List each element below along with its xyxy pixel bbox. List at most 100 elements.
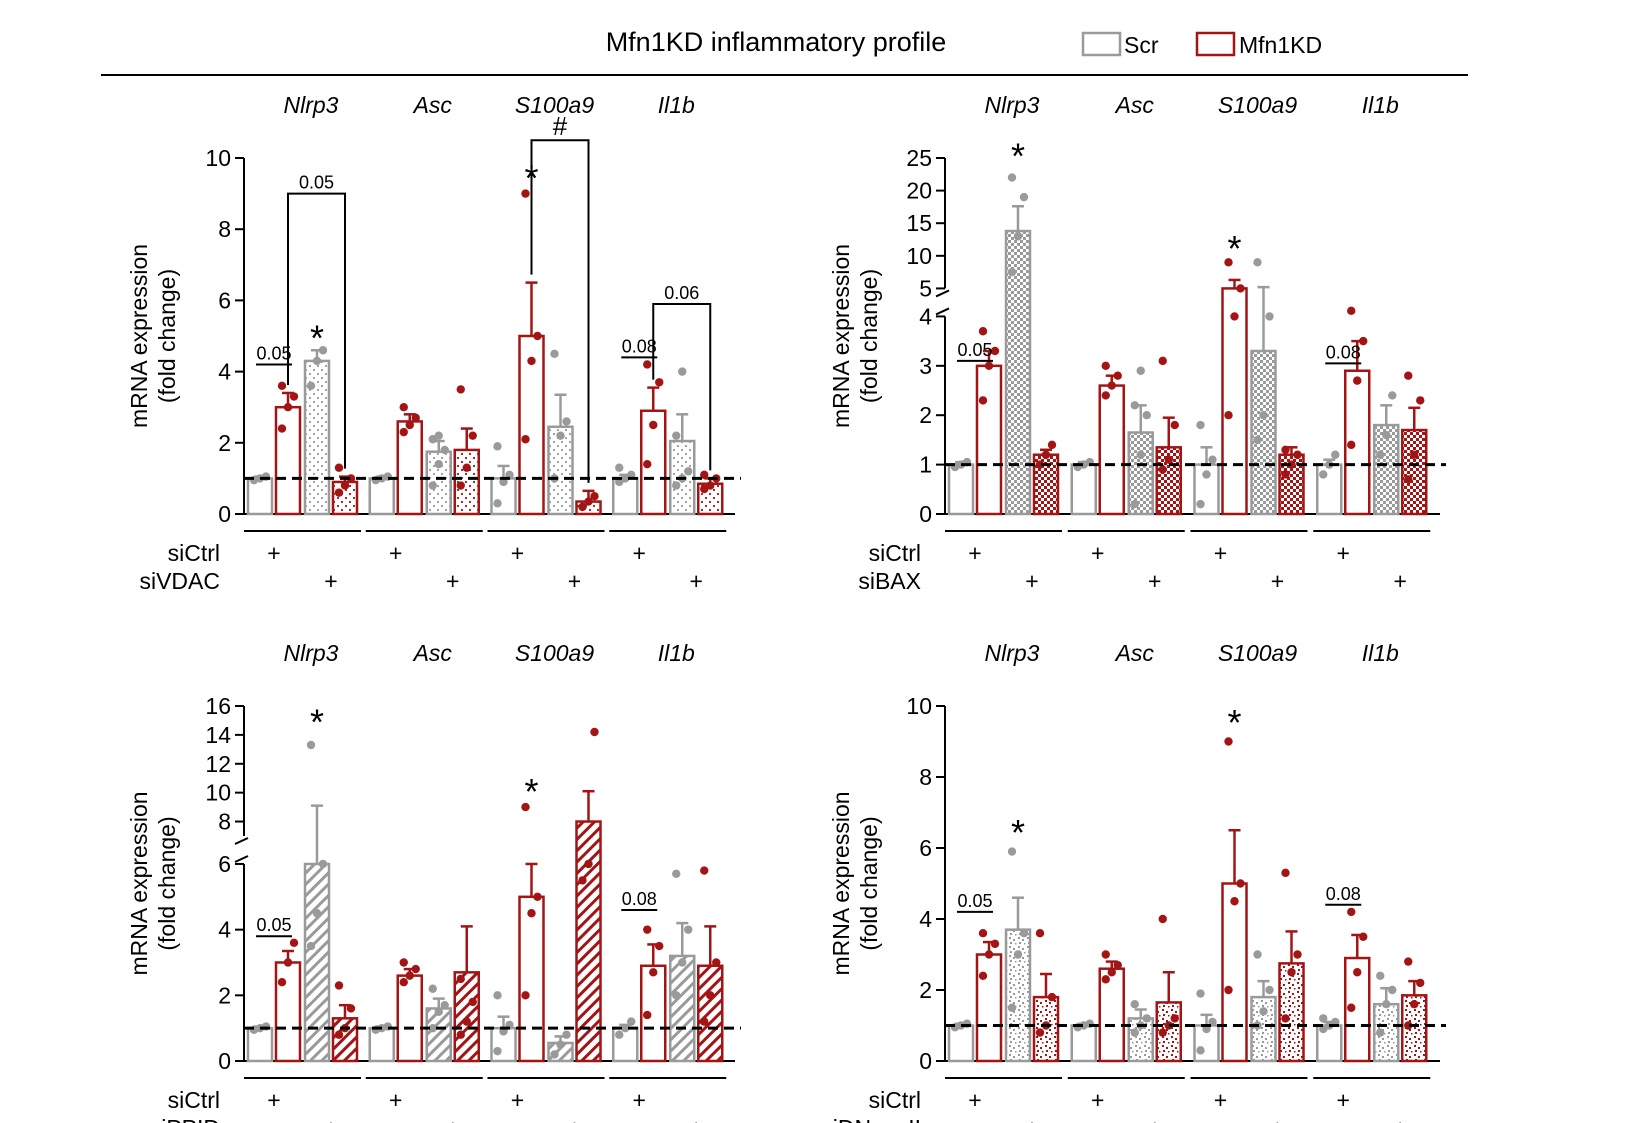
- data-point: [590, 492, 599, 501]
- plus-sign: +: [1271, 568, 1284, 594]
- data-point: [584, 859, 593, 869]
- bar: [975, 953, 1003, 1063]
- plus-sign: +: [1394, 1115, 1407, 1123]
- panel-top-right: 0 1 2 3 45 10 15 20 25 mRNA expression (fold chang…: [828, 92, 1446, 594]
- data-point: [1259, 411, 1268, 420]
- bar: [1250, 995, 1277, 1063]
- data-point: [434, 459, 443, 469]
- y-tick-label: 6: [218, 287, 231, 313]
- y-tick-label: 4: [919, 303, 932, 329]
- data-point: [615, 1030, 624, 1039]
- y-tick-label: 2: [919, 402, 932, 428]
- data-point: [277, 381, 287, 391]
- plus-sign: +: [324, 1115, 337, 1123]
- data-point: [672, 431, 681, 440]
- data-point: [1007, 847, 1017, 856]
- data-point: [1319, 1014, 1328, 1023]
- data-point: [643, 1010, 652, 1020]
- data-point: [468, 431, 477, 440]
- data-point: [655, 378, 664, 387]
- data-point: [527, 909, 536, 918]
- data-point: [672, 991, 681, 1000]
- asterisk-marker: *: [1011, 136, 1025, 177]
- gene-label: Nlrp3: [284, 92, 339, 118]
- data-point: [1107, 968, 1116, 977]
- bar: [1070, 463, 1097, 516]
- data-point: [1265, 312, 1274, 321]
- data-point: [1253, 258, 1262, 267]
- bar: [368, 477, 395, 516]
- data-point: [1404, 1021, 1413, 1030]
- bar: [575, 820, 602, 1063]
- data-point: [440, 1000, 449, 1010]
- data-point: [706, 481, 715, 490]
- plus-sign: +: [1148, 1115, 1161, 1123]
- data-point: [1359, 336, 1368, 346]
- y-axis-label: mRNA expression: [828, 791, 854, 975]
- bar: [1278, 962, 1305, 1063]
- y-tick-label: 20: [906, 178, 932, 204]
- plus-sign: +: [511, 540, 524, 566]
- p-value-label: 0.08: [622, 336, 657, 356]
- y-tick-label: 3: [919, 353, 932, 379]
- data-point: [643, 925, 652, 934]
- data-point: [1158, 465, 1167, 474]
- data-point: [428, 984, 437, 993]
- data-point: [1136, 450, 1145, 459]
- row-label-sictrl: siCtrl: [168, 1087, 220, 1113]
- bar: [246, 477, 274, 516]
- bar: [453, 971, 480, 1063]
- plus-sign: +: [568, 568, 581, 594]
- bar: [547, 425, 574, 516]
- legend-swatch-kd: [1195, 31, 1236, 57]
- y-tick-label: 8: [218, 216, 231, 242]
- panel-top-left: 0 2 4 6 8 10 mRNA expression (fold change) Nlrp3…: [126, 92, 741, 594]
- data-point: [456, 974, 465, 984]
- data-point: [1259, 1007, 1268, 1016]
- data-point: [405, 971, 414, 980]
- bar: [246, 1026, 274, 1063]
- plus-sign: +: [968, 540, 981, 566]
- row-label-sictrl: siCtrl: [168, 540, 220, 566]
- data-point: [493, 442, 502, 451]
- plus-sign: +: [1148, 568, 1161, 594]
- gene-label: Nlrp3: [985, 640, 1040, 666]
- data-point: [1353, 968, 1362, 977]
- plus-sign: +: [1337, 540, 1350, 566]
- plus-sign: +: [1394, 568, 1407, 594]
- data-point: [1404, 475, 1413, 484]
- y-axis-label: (fold change): [856, 816, 882, 950]
- data-point: [340, 481, 350, 490]
- plus-sign: +: [389, 540, 402, 566]
- y-tick-label: 5: [919, 275, 932, 301]
- data-point: [434, 1007, 443, 1016]
- data-point: [1142, 411, 1151, 420]
- data-point: [456, 481, 465, 490]
- bar: [947, 463, 975, 516]
- gene-label: Asc: [1114, 92, 1155, 118]
- data-point: [1224, 737, 1233, 746]
- plus-sign: +: [1025, 1115, 1038, 1123]
- data-point: [1007, 1003, 1017, 1012]
- data-point: [289, 938, 299, 947]
- y-tick-label: 4: [919, 906, 932, 932]
- data-point: [1019, 929, 1029, 938]
- data-point: [1388, 985, 1397, 995]
- data-point: [434, 431, 443, 440]
- data-point: [1347, 907, 1356, 917]
- bar: [396, 974, 423, 1063]
- data-point: [678, 958, 687, 967]
- bar: [697, 964, 724, 1063]
- data-point: [1281, 470, 1290, 479]
- data-point: [655, 941, 664, 951]
- data-point: [1265, 985, 1274, 995]
- bar: [1221, 287, 1248, 516]
- gene-label: S100a9: [1218, 92, 1298, 118]
- bar: [1127, 431, 1154, 516]
- bar: [1070, 1024, 1097, 1063]
- data-point: [578, 502, 587, 512]
- data-point: [399, 977, 408, 987]
- data-point: [1347, 1003, 1356, 1012]
- data-point: [318, 859, 328, 869]
- row-label-sictrl: siCtrl: [869, 540, 921, 566]
